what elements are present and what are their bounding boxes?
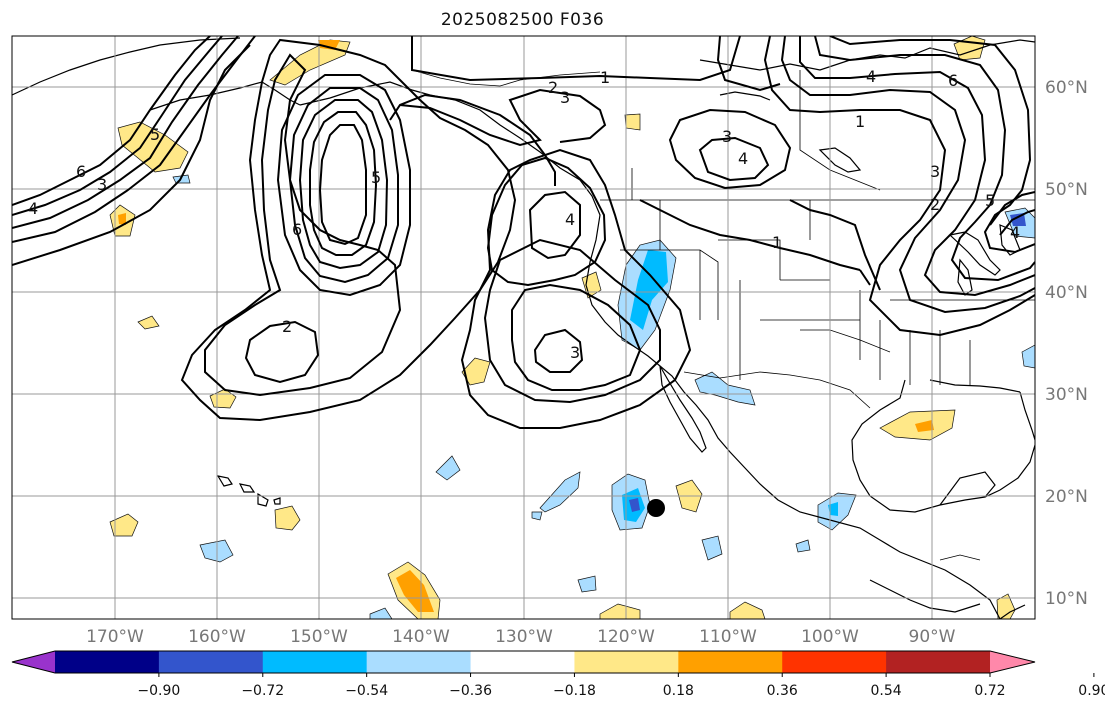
lat-label: 20°N (1045, 487, 1088, 507)
contour-label-1: 1 (855, 112, 865, 131)
lat-label: 50°N (1045, 180, 1088, 200)
latitude-labels: 60°N 50°N 40°N 30°N 20°N 10°N (1045, 78, 1088, 609)
contour-lines (12, 36, 1035, 429)
lon-label: 120°W (597, 627, 655, 647)
contour-label-5: 5 (985, 191, 995, 210)
lon-label: 150°W (290, 627, 348, 647)
contour-label-1: 1 (772, 233, 782, 252)
colorbar-tick-label: −0.54 (345, 683, 388, 699)
contour-label-3: 3 (97, 175, 107, 194)
contour-label-3: 3 (570, 343, 580, 362)
contour-label-4: 4 (738, 149, 748, 168)
colorbar-extend-min (12, 651, 55, 673)
colorbar-segment (574, 651, 679, 673)
lat-label: 30°N (1045, 385, 1088, 405)
colorbar-tick-label: −0.36 (449, 683, 492, 699)
colorbar-segment (886, 651, 991, 673)
lon-label: 170°W (86, 627, 144, 647)
lon-label: 110°W (699, 627, 757, 647)
colorbar-extend-max (990, 651, 1035, 673)
colorbar-segment (55, 651, 160, 673)
colorbar-tick-label: 0.54 (871, 683, 902, 699)
contour-label-4: 4 (28, 199, 38, 218)
contour-label-1: 1 (600, 68, 610, 87)
lat-label: 40°N (1045, 283, 1088, 303)
contour-label-2: 2 (930, 195, 940, 214)
colorbar-segment (158, 651, 264, 673)
contour-label-4: 4 (866, 67, 876, 86)
storm-center-marker (647, 499, 665, 517)
colorbar-tick-label: 0.90 (1078, 683, 1105, 699)
lon-label: 130°W (495, 627, 553, 647)
contour-label-4: 4 (565, 210, 575, 229)
contour-labels: 1 1 1 2 2 2 3 3 3 3 3 4 4 4 4 4 5 5 5 6 … (28, 67, 1020, 362)
colorbar: −0.90 −0.72 −0.54 −0.36 −0.18 0.18 0.36 0.54 0.7… (11, 650, 1105, 699)
contour-label-6: 6 (948, 71, 958, 90)
colorbar-tick-label: −0.72 (241, 683, 284, 699)
contour-label-2: 2 (548, 78, 558, 97)
colorbar-outline (11, 650, 1036, 674)
contour-label-3: 3 (722, 127, 732, 146)
longitude-labels: 170°W 160°W 150°W 140°W 130°W 120°W 110°… (86, 627, 956, 647)
contour-label-2: 2 (282, 317, 292, 336)
contour-label-3: 3 (930, 162, 940, 181)
contour-label-5: 5 (371, 168, 381, 187)
colorbar-tick-label: −0.90 (137, 683, 180, 699)
contour-label-6: 6 (292, 220, 302, 239)
colorbar-segment (470, 651, 575, 673)
lon-label: 90°W (909, 627, 956, 647)
lon-label: 140°W (392, 627, 450, 647)
contour-label-4: 4 (1010, 223, 1020, 242)
lat-label: 60°N (1045, 78, 1088, 98)
colorbar-segment (678, 651, 783, 673)
colorbar-tick-label: −0.18 (553, 683, 596, 699)
colorbar-segment (366, 651, 472, 673)
lon-label: 100°W (801, 627, 859, 647)
contour-label-3: 3 (560, 88, 570, 107)
map-frame (11, 35, 1036, 620)
contour-label-5: 5 (150, 125, 160, 144)
lon-label: 160°W (188, 627, 246, 647)
colorbar-tick-label: 0.72 (974, 683, 1005, 699)
colorbar-segment (262, 651, 368, 673)
lat-label: 10°N (1045, 589, 1088, 609)
contour-label-6: 6 (76, 162, 86, 181)
colorbar-tick-label: 0.36 (767, 683, 798, 699)
colorbar-tick-label: 0.18 (663, 683, 694, 699)
map-title: 2025082500 F036 (440, 10, 605, 30)
colorbar-segment (782, 651, 887, 673)
